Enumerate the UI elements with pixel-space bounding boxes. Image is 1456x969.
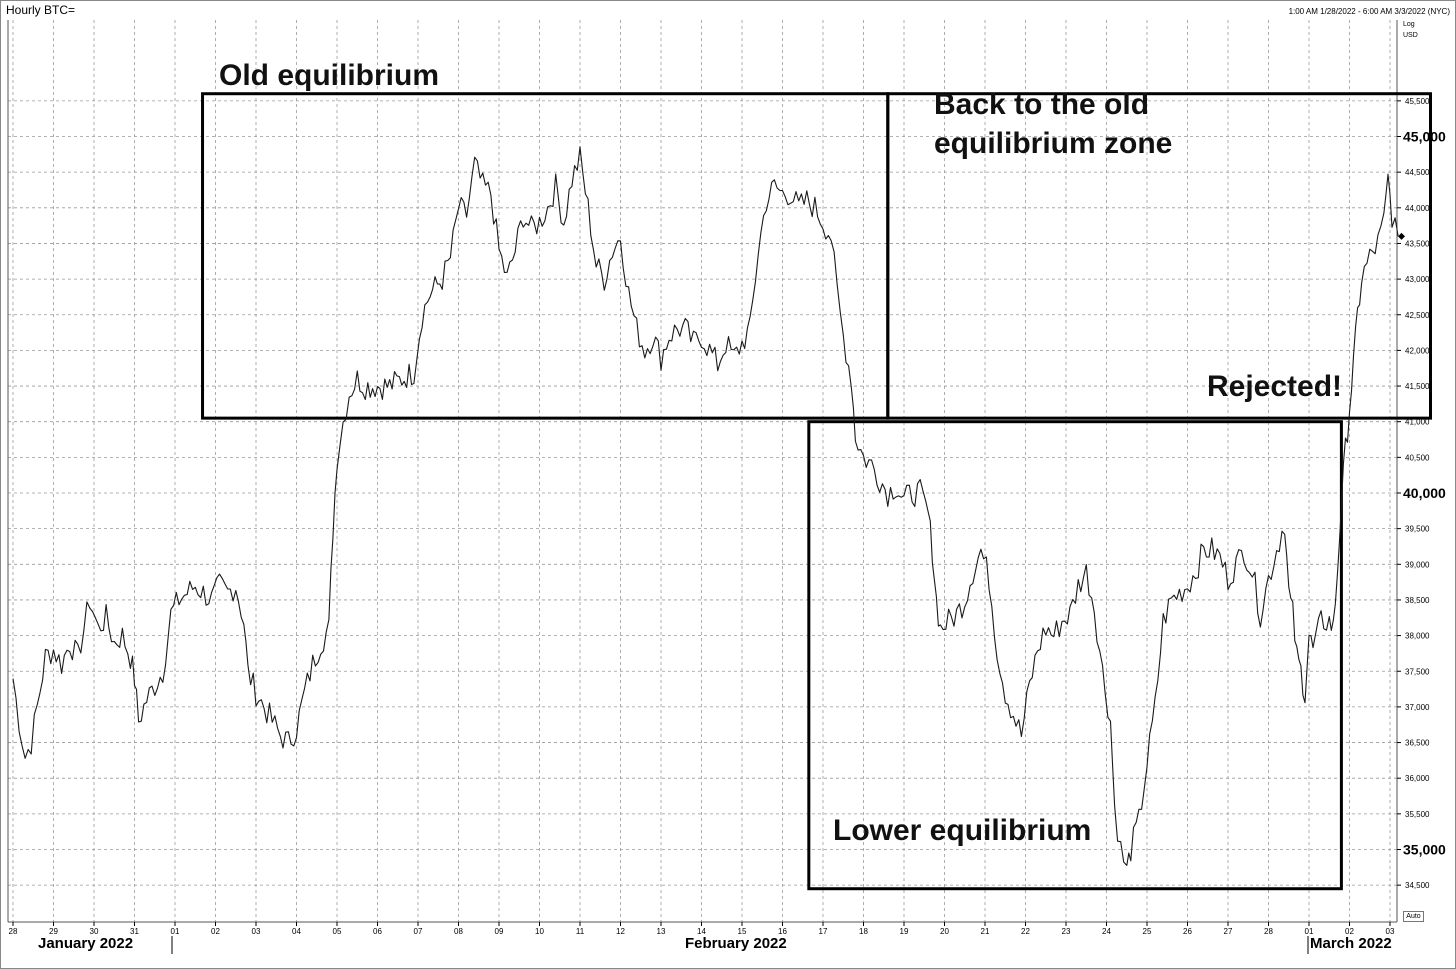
y-tick-label: 43,500 (1405, 239, 1430, 248)
x-tick-label: 03 (252, 927, 261, 936)
y-tick-label: 45,000 (1403, 129, 1446, 145)
x-tick-label: 10 (535, 927, 544, 936)
y-tick-label: 41,500 (1405, 382, 1430, 391)
x-tick-label: 23 (1062, 927, 1071, 936)
y-tick-label: 40,000 (1403, 485, 1446, 501)
annotation-lower-equilibrium: Lower equilibrium (833, 814, 1092, 847)
chart-grid (8, 20, 1397, 922)
y-tick-label: 38,000 (1405, 632, 1430, 641)
x-tick-label: 11 (576, 927, 585, 936)
x-tick-label: 24 (1102, 927, 1111, 936)
x-tick-label: 19 (900, 927, 909, 936)
last-price-marker (1398, 232, 1405, 240)
x-tick-label: 21 (981, 927, 990, 936)
log-scale-label[interactable]: Log (1403, 21, 1415, 28)
y-tick-label: 36,000 (1405, 774, 1430, 783)
x-axis: 28 29 30 31 01 02 03 04 05 06 07 08 09 10 11 12 13 14 15 16… (9, 922, 1395, 954)
x-tick-label: 17 (819, 927, 828, 936)
month-label-march: March 2022 (1310, 935, 1392, 952)
annotation-back-line1: Back to the old (934, 88, 1150, 121)
y-tick-label: 45,500 (1405, 97, 1430, 106)
y-tick-label: 44,500 (1405, 168, 1430, 177)
x-tick-label: 02 (211, 927, 220, 936)
y-tick-label: 40,500 (1405, 453, 1430, 462)
x-tick-label: 28 (1264, 927, 1273, 936)
x-tick-label: 29 (49, 927, 58, 936)
annotation-rejected: Rejected! (1207, 370, 1343, 403)
y-tick-label: 39,000 (1405, 560, 1430, 569)
y-tick-label: 36,500 (1405, 739, 1430, 748)
y-tick-label: 35,500 (1405, 810, 1430, 819)
y-tick-label: 37,500 (1405, 667, 1430, 676)
x-tick-label: 22 (1021, 927, 1030, 936)
equilibrium-box (201, 92, 890, 420)
x-tick-label: 28 (9, 927, 18, 936)
x-tick-label: 06 (373, 927, 382, 936)
y-tick-label: 37,000 (1405, 703, 1430, 712)
annotation-old-equilibrium: Old equilibrium (219, 59, 440, 92)
x-tick-label: 01 (171, 927, 180, 936)
x-tick-label: 04 (292, 927, 301, 936)
x-tick-label: 03 (1386, 927, 1395, 936)
x-tick-label: 26 (1183, 927, 1192, 936)
price-series (12, 146, 1399, 866)
x-tick-label: 01 (1305, 927, 1314, 936)
y-tick-label: 43,000 (1405, 275, 1430, 284)
y-tick-label: 42,500 (1405, 311, 1430, 320)
equilibrium-box (886, 92, 1432, 420)
auto-scale-button[interactable]: Auto (1403, 911, 1424, 922)
x-tick-label: 09 (495, 927, 504, 936)
x-tick-label: 02 (1345, 927, 1354, 936)
date-range-label: 1:00 AM 1/28/2022 - 6:00 AM 3/3/2022 (NY… (1288, 7, 1450, 16)
y-tick-label: 34,500 (1405, 881, 1430, 890)
y-tick-label: 41,000 (1405, 418, 1430, 427)
x-tick-label: 27 (1224, 927, 1233, 936)
x-tick-label: 05 (333, 927, 342, 936)
y-tick-label: 42,000 (1405, 346, 1430, 355)
x-tick-label: 30 (90, 927, 99, 936)
x-tick-label: 07 (414, 927, 423, 936)
month-label-january: January 2022 (38, 935, 134, 952)
x-tick-label: 15 (738, 927, 747, 936)
equilibrium-boxes (201, 92, 1432, 891)
x-tick-label: 14 (697, 927, 706, 936)
x-tick-label: 18 (859, 927, 868, 936)
chart-title: Hourly BTC= (6, 3, 76, 17)
month-label-february: February 2022 (685, 935, 787, 952)
currency-label: USD (1403, 32, 1418, 39)
y-tick-label: 44,000 (1405, 204, 1430, 213)
x-tick-label: 20 (940, 927, 949, 936)
x-tick-label: 13 (657, 927, 666, 936)
x-tick-label: 12 (616, 927, 625, 936)
y-tick-label: 39,500 (1405, 525, 1430, 534)
y-axis: 34,500 35,000 35,500 36,000 36,500 37,000 37,5… (1397, 97, 1446, 890)
x-tick-label: 25 (1143, 927, 1152, 936)
equilibrium-box (807, 420, 1343, 891)
y-tick-label: 38,500 (1405, 596, 1430, 605)
x-tick-label: 08 (454, 927, 463, 936)
x-tick-label: 16 (778, 927, 787, 936)
annotation-back-line2: equilibrium zone (934, 127, 1173, 160)
y-tick-label: 35,000 (1403, 842, 1446, 858)
x-tick-label: 31 (130, 927, 139, 936)
price-line (12, 146, 1399, 866)
